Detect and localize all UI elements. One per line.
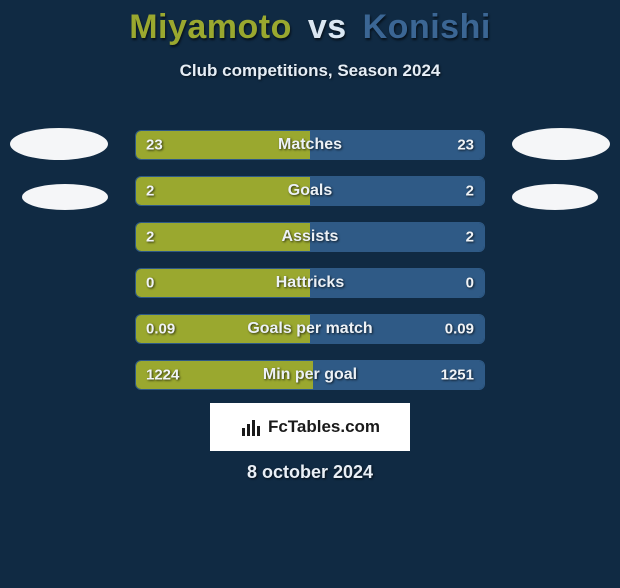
stat-label: Assists <box>136 228 484 246</box>
vs-label: vs <box>308 8 347 46</box>
stat-label: Matches <box>136 136 484 154</box>
stats-container: 23Matches232Goals22Assists20Hattricks00.… <box>135 130 485 406</box>
stat-value-right: 1251 <box>441 367 474 384</box>
stat-value-right: 23 <box>457 137 474 154</box>
stat-row: 1224Min per goal1251 <box>135 360 485 390</box>
stat-row: 23Matches23 <box>135 130 485 160</box>
comparison-title: Miyamoto vs Konishi <box>0 8 620 47</box>
stat-row: 2Assists2 <box>135 222 485 252</box>
stat-value-right: 0.09 <box>445 321 474 338</box>
brand-text: FcTables.com <box>268 417 380 437</box>
player2-avatar-bottom <box>512 184 598 210</box>
stat-value-right: 0 <box>466 275 474 292</box>
stat-label: Min per goal <box>136 366 484 384</box>
player1-avatar-top <box>10 128 108 160</box>
stat-row: 0Hattricks0 <box>135 268 485 298</box>
stat-label: Goals <box>136 182 484 200</box>
stat-label: Hattricks <box>136 274 484 292</box>
date-label: 8 october 2024 <box>0 462 620 483</box>
player1-avatar-bottom <box>22 184 108 210</box>
player2-name: Konishi <box>363 8 491 46</box>
stat-label: Goals per match <box>136 320 484 338</box>
stat-row: 0.09Goals per match0.09 <box>135 314 485 344</box>
player1-name: Miyamoto <box>129 8 292 46</box>
stat-value-right: 2 <box>466 229 474 246</box>
stat-row: 2Goals2 <box>135 176 485 206</box>
brand-watermark: FcTables.com <box>210 403 410 451</box>
stat-value-right: 2 <box>466 183 474 200</box>
chart-icon <box>240 416 262 438</box>
subtitle: Club competitions, Season 2024 <box>0 61 620 81</box>
player2-avatar-top <box>512 128 610 160</box>
